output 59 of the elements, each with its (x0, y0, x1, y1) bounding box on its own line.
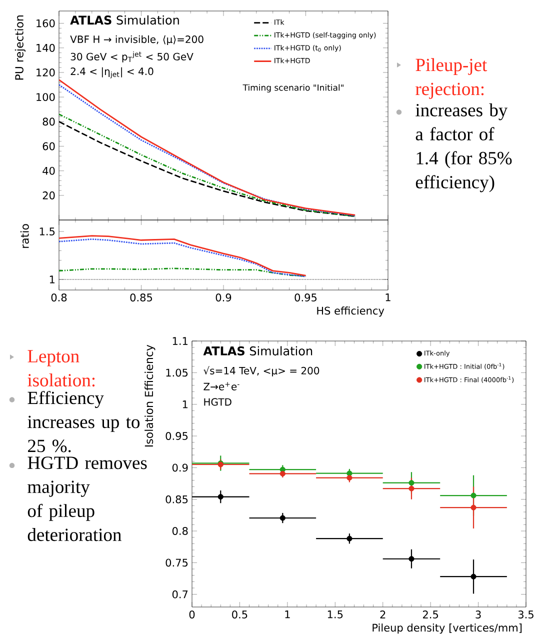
y-tick-label: 1.1 (173, 337, 188, 345)
y-tick-label: 100 (36, 93, 55, 102)
annotation: VBF H → invisible, ⟨μ⟩=200 (70, 35, 204, 46)
y-tick-label: 160 (36, 19, 55, 28)
x-tick-label: 0.95 (294, 294, 317, 302)
x-axis-title: HS efficiency (317, 306, 384, 317)
x-tick-label: 0.9 (216, 294, 232, 302)
text: Pileup-jet rejection: (416, 58, 488, 99)
y-tick-label: 1.05 (166, 368, 188, 377)
annotation: HGTD (204, 398, 232, 406)
y-tick-label: 0.95 (166, 432, 188, 440)
x-tick-label: 0.85 (130, 294, 152, 302)
annotation: ATLAS Simulation (203, 346, 312, 356)
y-tick-label: 60 (43, 142, 55, 150)
point (280, 515, 286, 521)
y-tick-label: 0.9 (172, 464, 188, 472)
y-tick-label: 1.5 (40, 228, 55, 236)
x-tick-label: 0.5 (232, 610, 248, 618)
y-tick-label: 80 (42, 118, 55, 126)
point (408, 486, 414, 492)
point (470, 492, 476, 498)
text: Timing scenario "Initial" (242, 84, 344, 92)
y-tick-label: 20 (43, 191, 55, 200)
x-tick-label: 3.5 (518, 610, 534, 618)
y-tick-label: 120 (36, 68, 55, 76)
text: Lepton isolation: (28, 350, 95, 387)
text: HGTD removes majority of pileup deterioration (28, 456, 147, 542)
x-tick-label: 1 (285, 610, 290, 618)
y-tick-label: 1 (50, 276, 55, 284)
y-tick-label: 0.85 (166, 495, 188, 504)
y-tick-label: 140 (36, 44, 55, 52)
point (470, 574, 476, 580)
y-tick-label: 1 (183, 400, 188, 408)
text: increases by a factor of 1.4 (for 85% efficiency) (416, 103, 512, 192)
y-axis-title: ratio (20, 224, 30, 248)
point (408, 480, 414, 486)
y-axis-title: Isolation Efficiency (144, 344, 156, 446)
x-tick-label: 1 (386, 294, 391, 302)
point (408, 556, 414, 562)
annotation: ATLAS Simulation (70, 15, 180, 25)
x-tick-label: 0.8 (51, 294, 67, 302)
point (218, 494, 224, 500)
x-tick-label: 3 (476, 610, 481, 618)
x-tick-label: 1.5 (328, 610, 343, 618)
x-tick-label: 2.5 (423, 610, 438, 618)
text: Efficiency increases up to 25 %. (28, 390, 140, 452)
x-tick-label: 0 (190, 610, 195, 618)
point (470, 504, 476, 510)
x-axis-title: Pileup density [vertices/mm] (372, 624, 522, 634)
y-tick-label: 0.8 (172, 527, 188, 535)
y-tick-label: 40 (42, 166, 55, 175)
annotation: √s=14 TeV, <μ> = 200 (204, 366, 320, 376)
y-tick-label: 0.7 (172, 590, 188, 598)
annotation: 30 GeV < p$_{T}$$^{jet}$ < 50 GeV (70, 51, 194, 62)
x-tick-label: 2 (380, 610, 386, 618)
annotation: Z→e$^{+}$e$^{-}$ (204, 382, 240, 390)
y-axis-title: PU rejection (15, 15, 26, 80)
y-tick-label: 0.75 (166, 558, 188, 567)
annotation: 2.4 < |η$_{jet}$| < 4.0 (70, 67, 154, 78)
